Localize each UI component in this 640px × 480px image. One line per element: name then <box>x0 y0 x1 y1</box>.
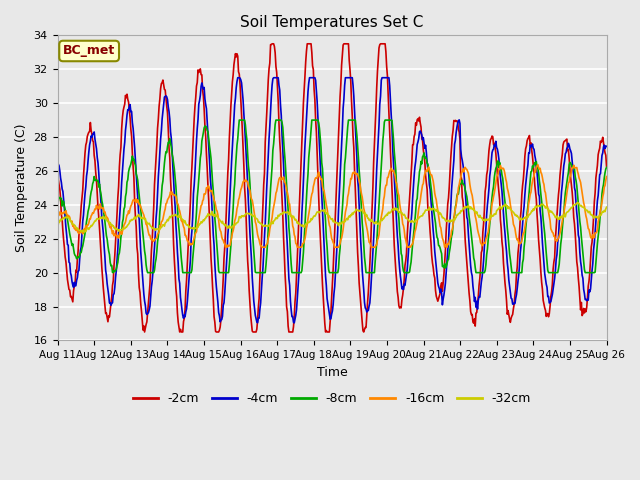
-8cm <box>54 197 61 203</box>
-32cm <box>121 226 129 231</box>
Line: -8cm: -8cm <box>58 120 607 273</box>
-4cm <box>291 320 298 326</box>
Text: BC_met: BC_met <box>63 45 115 58</box>
-4cm <box>176 280 184 286</box>
-4cm <box>603 144 611 149</box>
-4cm <box>234 75 241 81</box>
Line: -2cm: -2cm <box>58 44 607 332</box>
-8cm <box>177 244 184 250</box>
-32cm <box>573 200 581 205</box>
-32cm <box>81 229 88 235</box>
-8cm <box>121 204 129 210</box>
-8cm <box>236 117 243 123</box>
-4cm <box>120 146 128 152</box>
-16cm <box>534 162 541 168</box>
-16cm <box>54 214 61 220</box>
-2cm <box>177 326 184 332</box>
-2cm <box>141 329 148 335</box>
-16cm <box>415 202 423 207</box>
-8cm <box>205 143 213 149</box>
Y-axis label: Soil Temperature (C): Soil Temperature (C) <box>15 124 28 252</box>
-32cm <box>603 204 611 210</box>
-4cm <box>417 128 424 134</box>
-2cm <box>63 276 71 282</box>
-4cm <box>205 142 212 148</box>
-16cm <box>120 222 128 228</box>
-4cm <box>54 159 61 165</box>
Legend: -2cm, -4cm, -8cm, -16cm, -32cm: -2cm, -4cm, -8cm, -16cm, -32cm <box>128 387 536 410</box>
-16cm <box>63 214 71 219</box>
X-axis label: Time: Time <box>317 366 348 379</box>
-16cm <box>603 174 611 180</box>
-2cm <box>268 41 276 47</box>
-16cm <box>223 244 231 250</box>
-8cm <box>603 165 611 170</box>
-8cm <box>417 166 424 171</box>
-32cm <box>399 212 407 218</box>
-8cm <box>401 270 408 276</box>
-32cm <box>54 221 61 227</box>
-2cm <box>401 277 408 283</box>
-2cm <box>205 217 213 223</box>
Line: -4cm: -4cm <box>58 78 607 323</box>
-2cm <box>120 104 128 110</box>
-4cm <box>401 281 408 287</box>
-32cm <box>177 213 184 219</box>
Title: Soil Temperatures Set C: Soil Temperatures Set C <box>241 15 424 30</box>
-16cm <box>176 208 184 214</box>
-16cm <box>205 183 212 189</box>
-8cm <box>63 216 71 222</box>
Line: -32cm: -32cm <box>58 203 607 232</box>
-8cm <box>109 270 117 276</box>
-32cm <box>205 213 213 218</box>
-32cm <box>415 214 423 220</box>
-2cm <box>417 120 424 126</box>
-32cm <box>63 215 71 220</box>
-16cm <box>399 223 407 228</box>
Line: -16cm: -16cm <box>58 165 607 247</box>
-4cm <box>63 241 71 247</box>
-2cm <box>54 167 61 172</box>
-2cm <box>603 164 611 169</box>
